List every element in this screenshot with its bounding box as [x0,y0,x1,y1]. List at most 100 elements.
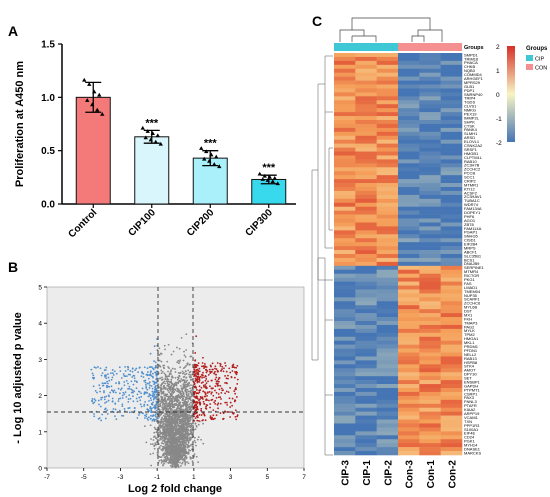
bar-data-point [270,179,275,183]
heatmap-gene-label: WDR74 [464,202,479,207]
volcano-point [214,389,216,392]
bar [134,136,170,205]
volcano-point [172,419,175,422]
volcano-point [95,367,97,369]
volcano-point [163,385,165,388]
heatmap-cell [440,293,463,298]
volcano-point [111,372,114,375]
heatmap-cell [376,131,399,137]
heatmap-cell [419,265,441,271]
heatmap-column-label: Con-1 [426,460,437,489]
volcano-point [179,359,182,362]
heatmap-cell [376,108,399,113]
volcano-point [220,391,223,394]
volcano-point [229,406,232,408]
volcano-point [212,409,215,412]
heatmap-cell [440,372,463,377]
volcano-point [107,394,110,397]
volcano-point [168,417,170,420]
heatmap-cell [355,183,377,188]
volcano-point [174,463,177,466]
volcano-point [107,373,109,376]
volcano-point [124,365,127,368]
volcano-point [182,393,185,396]
volcano-point [176,437,179,439]
volcano-point [179,446,182,449]
heatmap-cell [355,328,377,334]
heatmap-cell [355,395,377,401]
volcano-point [148,384,151,387]
heatmap-cell [355,317,377,322]
volcano-point [171,395,173,397]
volcano-y-tick-label: 0 [38,466,42,473]
heatmap-cell [419,324,441,330]
volcano-point [148,366,151,369]
volcano-point [115,382,117,384]
heatmap-cell [419,190,441,196]
volcano-x-tick-label: 1 [192,474,196,481]
heatmap-cell [334,198,356,204]
heatmap-cell [334,356,356,361]
volcano-point [131,370,134,373]
volcano-point [213,401,216,404]
heatmap-cell [419,309,441,314]
heatmap-cell [334,348,356,353]
heatmap-cell [334,297,356,302]
heatmap-cell [419,242,441,247]
volcano-point [175,428,177,430]
volcano-point [145,413,148,416]
volcano-point [160,417,163,420]
volcano-point [190,399,192,402]
heatmap-cell [376,419,399,424]
volcano-point [173,459,176,461]
volcano-point [197,436,200,439]
volcano-point [118,382,121,385]
heatmap-cell [376,60,399,66]
volcano-point [193,454,195,457]
volcano-point [216,382,219,385]
heatmap-gene-label: PANK4 [464,127,478,132]
volcano-point [158,353,160,356]
volcano-point [104,417,107,420]
volcano-point [181,462,183,465]
volcano-point [150,438,152,440]
volcano-point [196,392,199,395]
volcano-point [205,405,207,408]
volcano-point [190,425,193,428]
heatmap-cell [398,336,420,342]
volcano-point [168,412,171,415]
heatmap-cell [398,135,420,141]
volcano-point [154,361,157,364]
volcano-point [164,382,167,385]
volcano-point [175,464,178,467]
heatmap-cell [376,190,399,196]
volcano-point [159,387,162,390]
volcano-point [185,349,187,351]
volcano-point [188,375,191,378]
volcano-point [198,414,201,416]
volcano-point [190,428,193,431]
volcano-y-tick-label: 5 [38,285,42,292]
heatmap-gene-label: PGK1 [464,439,475,444]
volcano-point [180,455,183,458]
heatmap-cell [419,214,441,219]
volcano-point [190,376,192,378]
heatmap-cell [334,415,356,420]
heatmap-cell [440,147,463,152]
heatmap-cell [398,175,420,180]
heatmap-gene-label: NELL2 [464,352,477,357]
heatmap-cell [398,427,420,432]
volcano-point [170,392,173,395]
volcano-point [164,419,167,422]
volcano-point [168,399,171,401]
volcano-point [158,427,161,430]
volcano-point [189,416,192,419]
heatmap-cell [334,135,356,141]
volcano-point [209,406,211,409]
volcano-point [93,401,96,404]
volcano-point [174,397,177,400]
volcano-point [110,385,113,388]
heatmap-cell [419,281,441,286]
volcano-point [178,458,181,461]
volcano-point [227,391,230,394]
